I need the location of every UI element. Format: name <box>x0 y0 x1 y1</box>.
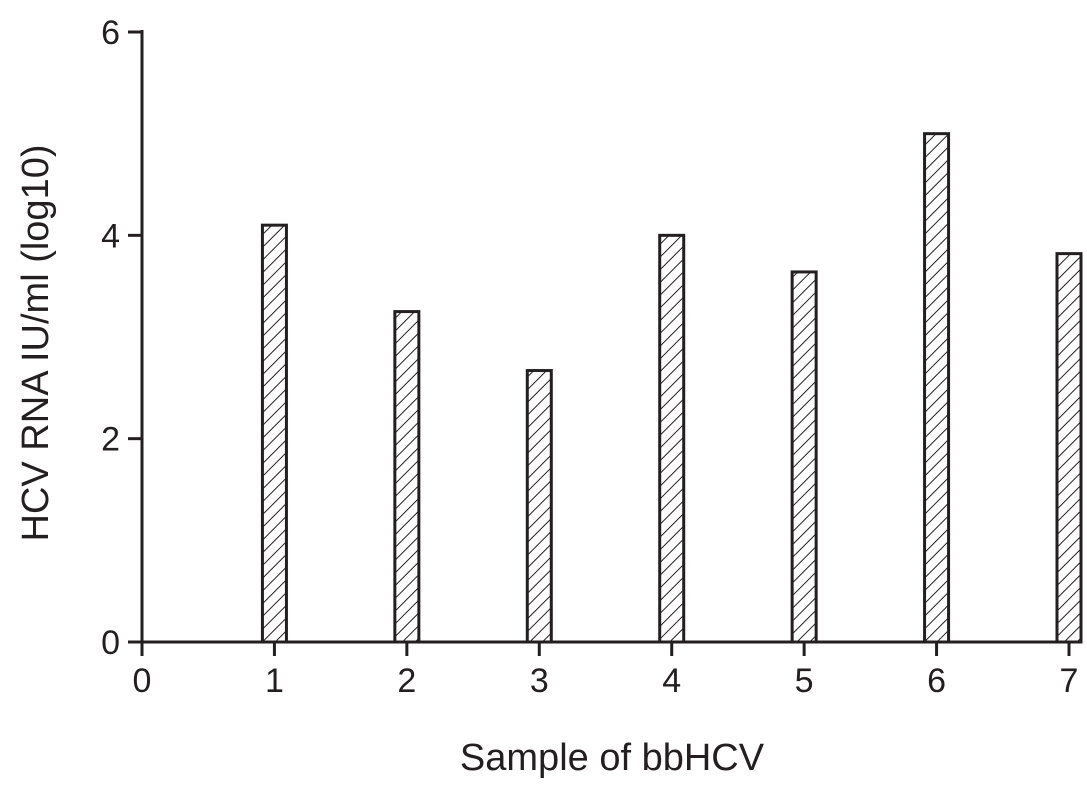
x-tick-label: 7 <box>1060 662 1079 700</box>
bar-sample-2 <box>393 310 421 644</box>
bar-sample-5 <box>790 270 818 644</box>
bar-sample-3 <box>525 369 553 644</box>
bar-sample-6 <box>923 132 951 644</box>
x-axis-title: Sample of bbHCV <box>460 737 765 779</box>
x-tick-label: 5 <box>795 662 814 700</box>
x-tick-label: 3 <box>530 662 549 700</box>
bar-sample-1 <box>260 223 288 644</box>
y-tick-label: 4 <box>101 217 120 255</box>
x-tick-label: 6 <box>927 662 946 700</box>
x-tick-label: 4 <box>662 662 681 700</box>
y-tick-label: 0 <box>101 624 120 662</box>
x-tick-label: 0 <box>133 662 152 700</box>
y-axis-title: HCV RNA IU/ml (log10) <box>15 145 57 542</box>
x-tick-label: 1 <box>265 662 284 700</box>
tick-labels-group: 0 2 4 6 0 1 2 3 4 5 6 7 <box>101 14 1078 700</box>
bars-group <box>260 132 1083 644</box>
y-tick-label: 6 <box>101 14 120 52</box>
bar-sample-7 <box>1055 252 1083 644</box>
bar-sample-4 <box>658 233 686 644</box>
axes-group <box>128 30 1071 656</box>
y-tick-label: 2 <box>101 421 120 459</box>
x-tick-label: 2 <box>397 662 416 700</box>
